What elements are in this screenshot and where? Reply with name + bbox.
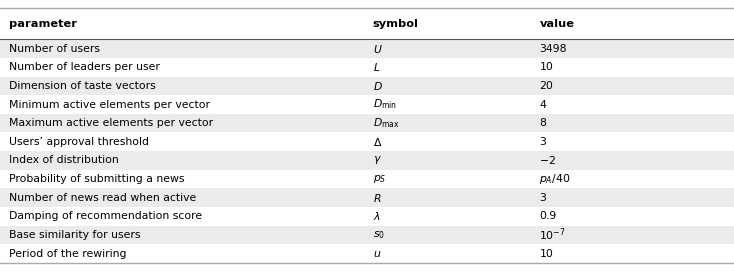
Text: 3: 3 (539, 193, 546, 203)
Text: Number of news read when active: Number of news read when active (9, 193, 196, 203)
Bar (0, 77, 734, 95)
Text: Maximum active elements per vector: Maximum active elements per vector (9, 118, 213, 128)
Text: 4: 4 (539, 99, 546, 109)
Text: Users’ approval threshold: Users’ approval threshold (9, 137, 149, 147)
Text: $10^{-7}$: $10^{-7}$ (539, 227, 566, 243)
Text: $p_A/40$: $p_A/40$ (539, 172, 571, 186)
Text: Index of distribution: Index of distribution (9, 155, 119, 165)
Bar (0, 151, 734, 170)
Text: parameter: parameter (9, 19, 77, 29)
Bar (0, 114, 734, 133)
Text: 3498: 3498 (539, 44, 567, 54)
Bar (0, 170, 734, 188)
Text: 8: 8 (539, 118, 546, 128)
Bar (0, 8, 734, 39)
Bar (0, 95, 734, 114)
Text: symbol: symbol (373, 19, 419, 29)
Bar (0, 225, 734, 244)
Text: Number of users: Number of users (9, 44, 100, 54)
Text: $U$: $U$ (373, 43, 382, 55)
Text: 20: 20 (539, 81, 553, 91)
Bar (0, 188, 734, 207)
Text: Dimension of taste vectors: Dimension of taste vectors (9, 81, 156, 91)
Text: 10: 10 (539, 62, 553, 72)
Text: 10: 10 (539, 249, 553, 259)
Text: Period of the rewiring: Period of the rewiring (9, 249, 126, 259)
Text: $\gamma$: $\gamma$ (373, 154, 382, 166)
Text: value: value (539, 19, 575, 29)
Text: Damping of recommendation score: Damping of recommendation score (9, 211, 202, 221)
Text: $s_0$: $s_0$ (373, 229, 385, 241)
Text: $p_S$: $p_S$ (373, 173, 386, 185)
Text: $\lambda$: $\lambda$ (373, 210, 381, 222)
Text: 3: 3 (539, 137, 546, 147)
Bar (0, 244, 734, 263)
Bar (0, 133, 734, 151)
Text: $L$: $L$ (373, 61, 380, 73)
Text: 0.9: 0.9 (539, 211, 557, 221)
Text: $-2$: $-2$ (539, 154, 556, 166)
Text: $u$: $u$ (373, 249, 381, 259)
Bar (0, 58, 734, 77)
Text: Minimum active elements per vector: Minimum active elements per vector (9, 99, 210, 109)
Text: $D_{\mathrm{max}}$: $D_{\mathrm{max}}$ (373, 116, 399, 130)
Bar (0, 39, 734, 58)
Text: $D$: $D$ (373, 80, 382, 92)
Text: $\Delta$: $\Delta$ (373, 136, 382, 148)
Bar (0, 207, 734, 225)
Text: $D_{\mathrm{min}}$: $D_{\mathrm{min}}$ (373, 98, 397, 111)
Text: Number of leaders per user: Number of leaders per user (9, 62, 160, 72)
Text: Probability of submitting a news: Probability of submitting a news (9, 174, 184, 184)
Text: $R$: $R$ (373, 192, 382, 204)
Text: Base similarity for users: Base similarity for users (9, 230, 140, 240)
